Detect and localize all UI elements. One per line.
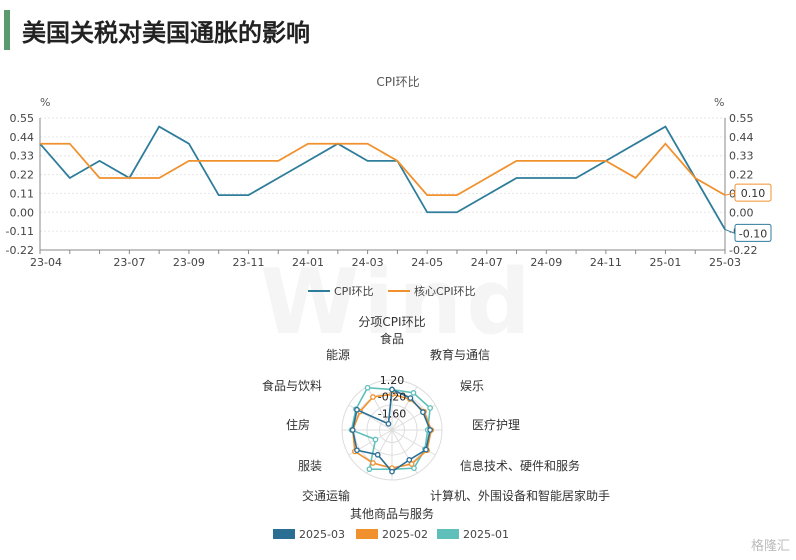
- y-tick-label-right: 0.00: [729, 206, 754, 219]
- radar-axis-label: 娱乐: [460, 379, 484, 393]
- page-title: 美国关税对美国通胀的影响: [22, 18, 310, 47]
- end-value-label: 0.10: [741, 187, 766, 200]
- radar-point: [427, 427, 433, 433]
- y-unit-right: %: [714, 96, 724, 109]
- radar-point: [389, 468, 395, 475]
- y-tick-label-left: 0.55: [10, 112, 35, 125]
- y-tick-label-left: -0.22: [6, 244, 34, 257]
- radar-point: [364, 384, 371, 391]
- radar-point: [423, 446, 429, 453]
- y-tick-label-left: 0.11: [10, 187, 35, 200]
- radar-point: [374, 451, 381, 458]
- radar-axis-label: 计算机、外围设备和智能居家助手: [430, 488, 610, 503]
- y-unit-left: %: [40, 96, 50, 109]
- x-tick-label: 24-01: [292, 256, 324, 269]
- x-tick-label: 25-01: [649, 256, 681, 269]
- x-tick-label: 24-05: [411, 256, 443, 269]
- radar-axis-label: 食品与饮料: [262, 378, 322, 393]
- radar-point: [408, 461, 415, 467]
- radar-r-tick-label: -1.60: [378, 407, 406, 420]
- line-chart: CPI环比 % % 0.55 0.55 0.44 0.44 0.33 0.33 0.22 0.…: [6, 75, 772, 298]
- radar-point: [370, 394, 376, 400]
- radar-point: [407, 395, 414, 401]
- radar-axis-label: 服装: [298, 459, 322, 473]
- y-tick-label-left: 0.44: [10, 131, 35, 144]
- radar-r-tick-label: 1.20: [380, 374, 405, 387]
- x-tick-label: 23-04: [30, 256, 62, 269]
- x-tick-label: 24-09: [530, 256, 562, 269]
- x-tick-label: 25-03: [709, 256, 741, 269]
- radar-axis-label: 信息技术、硬件和服务: [460, 458, 580, 473]
- legend-swatch: [356, 529, 378, 539]
- legend-swatch: [437, 529, 459, 539]
- radar-point: [420, 409, 426, 415]
- radar-point: [370, 460, 376, 466]
- y-tick-label-left: 0.33: [10, 150, 35, 163]
- radar-axis-label: 食品: [380, 331, 404, 346]
- y-tick-label-left: -0.11: [6, 225, 34, 238]
- radar-r-tick-label: -0.20: [378, 391, 406, 404]
- radar-point: [411, 465, 417, 471]
- radar-point: [427, 405, 433, 411]
- radar-point: [406, 457, 413, 463]
- x-tick-label: 23-11: [232, 256, 264, 269]
- radar-point: [349, 427, 356, 433]
- y-tick-label-right: -0.22: [729, 244, 757, 257]
- y-tick-label-left: 0.00: [10, 206, 35, 219]
- y-tick-label-right: 0.22: [729, 169, 754, 182]
- series-line-cpi: [39, 125, 726, 230]
- radar-chart: 分项CPI环比 食品教育与通信娱乐医疗护理信息技术、硬件和服务计算机、外围设备和…: [262, 315, 610, 541]
- radar-axis-label: 其他商品与服务: [350, 506, 434, 521]
- radar-point: [354, 447, 360, 454]
- radar-point: [385, 420, 392, 427]
- legend-label: CPI环比: [334, 285, 374, 298]
- legend-label: 2025-01: [463, 528, 509, 541]
- line-chart-title: CPI环比: [376, 75, 419, 89]
- radar-spoke: [366, 429, 393, 474]
- y-tick-label-right: 0.44: [729, 131, 754, 144]
- y-tick-label-right: 0.55: [729, 112, 754, 125]
- radar-point: [389, 386, 395, 393]
- radar-axis-label: 住房: [286, 417, 310, 432]
- title-bar: 美国关税对美国通胀的影响: [4, 10, 310, 50]
- radar-point: [354, 406, 360, 413]
- end-label-leader: [724, 192, 736, 196]
- end-label-box: [734, 223, 772, 242]
- radar-axis-label: 医疗护理: [472, 418, 520, 432]
- y-tick-label-left: 0.22: [10, 169, 35, 182]
- y-tick-label-right: 0.33: [729, 150, 754, 163]
- series-line-core-cpi: [40, 142, 726, 197]
- legend-label: 核心CPI环比: [414, 284, 476, 298]
- radar-axis-label: 交通运输: [302, 488, 350, 503]
- end-value-label: -0.10: [739, 227, 767, 240]
- corner-logo: 格隆汇: [750, 539, 790, 554]
- legend-label: 2025-02: [382, 528, 428, 541]
- x-tick-label: 24-11: [590, 256, 622, 269]
- radar-axis-label: 教育与通信: [430, 347, 490, 362]
- legend-swatch: [273, 529, 295, 539]
- radar-point: [366, 466, 373, 473]
- end-label-leader: [724, 228, 736, 234]
- radar-chart-title: 分项CPI环比: [358, 315, 425, 329]
- x-tick-label: 24-07: [471, 256, 503, 269]
- radar-point: [372, 436, 379, 443]
- x-tick-label: 24-03: [352, 256, 384, 269]
- x-tick-label: 23-07: [113, 256, 145, 269]
- legend-label: 2025-03: [299, 528, 345, 541]
- x-tick-label: 23-09: [173, 256, 205, 269]
- radar-axis-label: 能源: [326, 348, 350, 362]
- radar-point: [410, 390, 417, 396]
- end-label-box: [734, 183, 772, 202]
